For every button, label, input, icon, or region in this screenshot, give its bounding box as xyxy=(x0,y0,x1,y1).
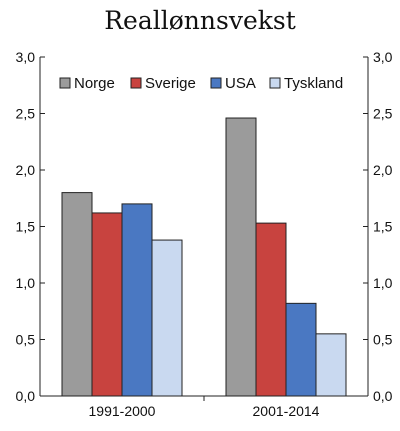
legend-swatch-norge xyxy=(59,77,71,89)
bar-norge-1991-2000 xyxy=(61,192,93,397)
y-tick-label-left: 1,5 xyxy=(16,219,36,235)
bar-usa-1991-2000 xyxy=(121,203,153,397)
y-tick-label-right: 3,0 xyxy=(373,49,393,65)
legend-label-norge: Norge xyxy=(74,75,115,92)
legend-swatch-usa xyxy=(210,77,222,89)
legend-swatch-sverige xyxy=(130,77,142,89)
bar-usa-2001-2014 xyxy=(285,302,317,397)
bar-sverige-2001-2014 xyxy=(255,222,287,397)
legend-label-tyskland: Tyskland xyxy=(284,75,343,92)
y-tick-label-right: 1,5 xyxy=(373,219,393,235)
x-tick-label: 2001-2014 xyxy=(253,403,320,419)
y-tick-label-left: 0,0 xyxy=(16,388,36,404)
y-tick-label-left: 0,5 xyxy=(16,332,36,348)
y-tick-label-left: 3,0 xyxy=(16,49,36,65)
y-tick-label-left: 1,0 xyxy=(16,275,36,291)
y-tick-label-right: 2,0 xyxy=(373,162,393,178)
y-tick-label-right: 0,0 xyxy=(373,388,393,404)
y-tick-label-left: 2,0 xyxy=(16,162,36,178)
legend: Norge Sverige USA Tyskland xyxy=(59,75,343,92)
bar-norge-2001-2014 xyxy=(225,117,257,397)
legend-label-sverige: Sverige xyxy=(145,75,196,92)
x-tick-label: 1991-2000 xyxy=(89,403,156,419)
chart-title: Reallønnsvekst xyxy=(104,6,296,35)
y-tick-label-right: 2,5 xyxy=(373,106,393,122)
y-tick-label-right: 0,5 xyxy=(373,332,393,348)
bar-sverige-1991-2000 xyxy=(91,212,123,397)
bar-tyskland-1991-2000 xyxy=(151,239,183,397)
plot-area: 0,0 0,0 0,5 0,5 1,0 1,0 1,5 1,5 2,0 2,0 2,5 2,5 3,0 3… xyxy=(16,49,393,419)
y-tick-label-left: 2,5 xyxy=(16,106,36,122)
bar-tyskland-2001-2014 xyxy=(315,333,347,397)
y-tick-label-right: 1,0 xyxy=(373,275,393,291)
legend-label-usa: USA xyxy=(225,75,256,92)
legend-swatch-tyskland xyxy=(269,77,281,89)
